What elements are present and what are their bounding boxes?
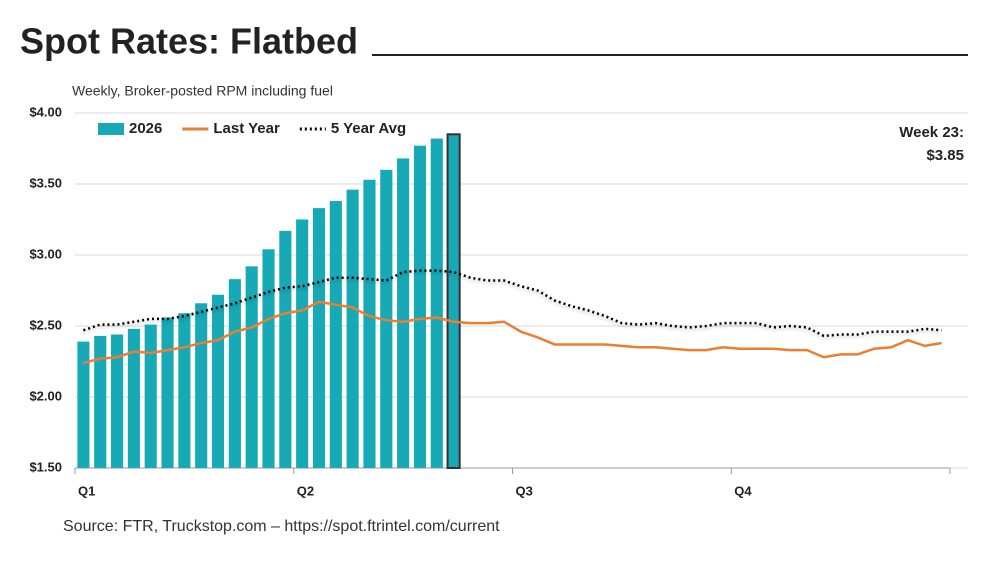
y-tick-label: $4.00	[29, 104, 62, 119]
bar	[94, 335, 107, 468]
bar	[228, 279, 241, 468]
bar	[262, 249, 275, 468]
bar	[430, 138, 443, 468]
bar	[346, 189, 359, 468]
bar	[296, 219, 309, 468]
bar	[144, 324, 157, 468]
bar	[397, 158, 410, 468]
bar	[111, 334, 124, 468]
subtitle: Weekly, Broker-posted RPM including fuel	[72, 83, 333, 99]
bar	[363, 179, 376, 469]
legend-label: 2026	[129, 120, 162, 137]
y-tick-label: $3.50	[29, 175, 62, 190]
x-tick-label: Q3	[516, 483, 533, 498]
bar	[211, 294, 225, 468]
bar	[161, 317, 174, 468]
legend-label: 5 Year Avg	[331, 120, 406, 137]
bar	[279, 230, 292, 468]
line	[83, 269, 942, 338]
bar	[312, 208, 326, 468]
bar	[127, 328, 140, 468]
bar	[446, 133, 461, 470]
source: Source: FTR, Truckstop.com – https://spo…	[63, 518, 500, 535]
y-tick-label: $3.00	[29, 246, 62, 261]
y-tick-label: $1.50	[29, 459, 62, 474]
bar	[413, 145, 427, 468]
x-tick-label: Q1	[78, 483, 95, 498]
x-tick-label: Q2	[297, 483, 314, 498]
bar	[178, 313, 191, 468]
bar	[245, 266, 258, 468]
annotation: Week 23:	[899, 124, 964, 141]
x-tick-label: Q4	[734, 483, 752, 498]
legend-label: Last Year	[213, 120, 280, 137]
legend-swatch	[98, 123, 124, 135]
y-tick-label: $2.50	[29, 317, 62, 332]
line	[83, 300, 942, 365]
annotation: $3.85	[926, 147, 964, 164]
y-tick-label: $2.00	[29, 388, 62, 403]
bar	[329, 201, 342, 469]
chart-title: Spot Rates: Flatbed	[20, 21, 358, 62]
bar	[195, 303, 208, 468]
bar	[380, 169, 393, 469]
bar	[77, 341, 90, 468]
